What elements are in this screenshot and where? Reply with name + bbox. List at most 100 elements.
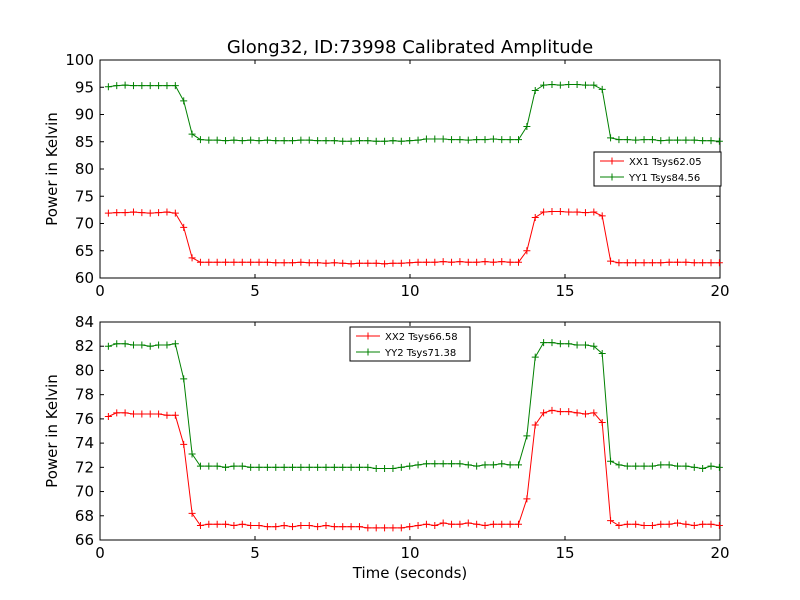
legend-box bbox=[349, 326, 471, 362]
data-point-marker bbox=[364, 259, 372, 267]
data-point-marker bbox=[213, 520, 221, 528]
y-tick-label: 85 bbox=[75, 133, 94, 151]
data-point-marker bbox=[280, 463, 288, 471]
data-point-marker bbox=[506, 520, 514, 528]
data-point-marker bbox=[406, 259, 414, 267]
data-point-marker bbox=[498, 460, 506, 468]
data-point-marker bbox=[280, 137, 288, 145]
data-point-marker bbox=[138, 410, 146, 418]
y-tick-label: 90 bbox=[75, 106, 94, 124]
data-point-marker bbox=[372, 465, 380, 473]
data-point-marker bbox=[121, 81, 129, 89]
data-point-marker bbox=[330, 259, 338, 267]
data-point-marker bbox=[355, 137, 363, 145]
data-point-marker bbox=[113, 409, 121, 417]
data-point-marker bbox=[657, 259, 665, 267]
data-point-marker bbox=[163, 208, 171, 216]
data-point-marker bbox=[272, 259, 280, 267]
data-point-marker bbox=[322, 137, 330, 145]
data-point-marker bbox=[163, 411, 171, 419]
data-point-marker bbox=[632, 462, 640, 470]
data-point-marker bbox=[607, 517, 615, 525]
data-point-marker bbox=[707, 259, 715, 267]
y-tick-label: 75 bbox=[75, 187, 94, 205]
data-point-marker bbox=[581, 341, 589, 349]
data-point-marker bbox=[129, 341, 137, 349]
data-point-marker bbox=[222, 463, 230, 471]
y-axis-title: Power in Kelvin bbox=[43, 374, 61, 488]
data-point-marker bbox=[171, 209, 179, 217]
data-point-marker bbox=[448, 136, 456, 144]
data-point-marker bbox=[640, 462, 648, 470]
data-point-marker bbox=[548, 339, 556, 347]
data-point-marker bbox=[188, 450, 196, 458]
data-point-marker bbox=[707, 462, 715, 470]
legend-marker bbox=[608, 173, 616, 181]
data-point-marker bbox=[155, 209, 163, 217]
data-point-marker bbox=[397, 524, 405, 532]
data-point-marker bbox=[104, 209, 112, 217]
data-point-marker bbox=[146, 209, 154, 217]
data-point-marker bbox=[330, 523, 338, 531]
data-point-marker bbox=[238, 520, 246, 528]
data-point-marker bbox=[632, 259, 640, 267]
data-point-marker bbox=[422, 135, 430, 143]
legend-label: YY1 Tsys84.56 bbox=[628, 173, 700, 184]
chart-title: Glong32, ID:73998 Calibrated Amplitude bbox=[227, 37, 593, 58]
data-point-marker bbox=[255, 521, 263, 529]
data-point-marker bbox=[389, 259, 397, 267]
data-point-marker bbox=[439, 460, 447, 468]
data-point-marker bbox=[171, 340, 179, 348]
data-point-marker bbox=[272, 463, 280, 471]
data-point-marker bbox=[339, 137, 347, 145]
data-point-marker bbox=[548, 406, 556, 414]
data-point-marker bbox=[690, 521, 698, 529]
data-point-marker bbox=[180, 375, 188, 383]
data-point-marker bbox=[305, 259, 313, 267]
data-point-marker bbox=[330, 463, 338, 471]
y-tick-label: 70 bbox=[75, 215, 94, 233]
data-point-marker bbox=[406, 523, 414, 531]
data-point-marker bbox=[531, 87, 539, 95]
data-point-marker bbox=[113, 340, 121, 348]
data-point-marker bbox=[297, 521, 305, 529]
data-point-marker bbox=[289, 523, 297, 531]
data-point-marker bbox=[573, 341, 581, 349]
data-point-marker bbox=[431, 521, 439, 529]
data-point-marker bbox=[247, 463, 255, 471]
data-point-marker bbox=[171, 82, 179, 90]
data-point-marker bbox=[506, 136, 514, 144]
data-point-marker bbox=[289, 463, 297, 471]
data-point-marker bbox=[104, 412, 112, 420]
data-point-marker bbox=[222, 520, 230, 528]
data-point-marker bbox=[339, 259, 347, 267]
data-point-marker bbox=[699, 465, 707, 473]
y-tick-label: 70 bbox=[75, 483, 94, 501]
data-point-marker bbox=[347, 260, 355, 268]
data-point-marker bbox=[515, 520, 522, 528]
data-point-marker bbox=[556, 340, 564, 348]
data-point-marker bbox=[682, 136, 690, 144]
data-point-marker bbox=[573, 208, 581, 216]
data-point-marker bbox=[431, 258, 439, 266]
data-point-marker bbox=[448, 460, 456, 468]
data-point-marker bbox=[372, 137, 380, 145]
data-point-marker bbox=[523, 495, 531, 503]
data-point-marker bbox=[171, 411, 179, 419]
data-point-marker bbox=[322, 463, 330, 471]
data-point-marker bbox=[556, 408, 564, 416]
data-point-marker bbox=[222, 258, 230, 266]
data-point-marker bbox=[674, 462, 682, 470]
y-tick-label: 80 bbox=[75, 160, 94, 178]
data-point-marker bbox=[213, 258, 221, 266]
data-point-marker bbox=[531, 421, 539, 429]
data-point-marker bbox=[581, 209, 589, 217]
data-point-marker bbox=[364, 137, 372, 145]
x-tick-label: 20 bbox=[710, 544, 729, 562]
data-point-marker bbox=[397, 137, 405, 145]
x-tick-label: 10 bbox=[400, 282, 419, 300]
bottom-panel: 0 5 10 15 20 66 68 70 72 74 76 78 80 82 84 Power in Kel… bbox=[43, 313, 730, 562]
y-tick-label: 74 bbox=[75, 434, 94, 452]
data-point-marker bbox=[422, 520, 430, 528]
data-point-marker bbox=[314, 463, 322, 471]
